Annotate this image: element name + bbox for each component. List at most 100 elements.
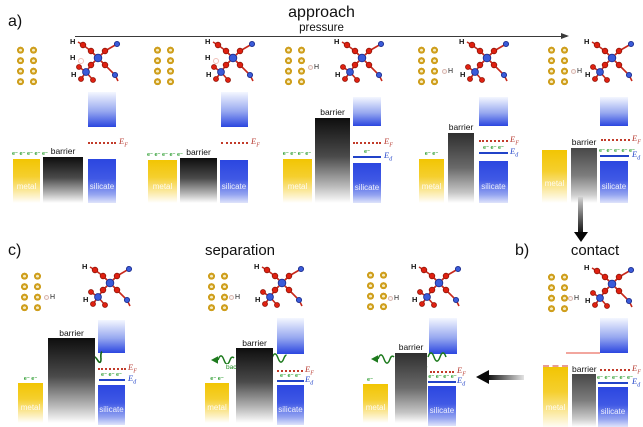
silicate-label: silicate bbox=[600, 406, 626, 416]
fermi-sub: F bbox=[133, 368, 137, 375]
fermi-base: E bbox=[632, 363, 638, 373]
fermi-level-line bbox=[98, 368, 126, 370]
fermi-sub: F bbox=[462, 371, 466, 378]
adsorbed-hydrogen: H bbox=[442, 68, 453, 75]
hydrogen-label: H bbox=[50, 294, 56, 301]
donor-level-line bbox=[428, 381, 456, 383]
hydrogen-label: H bbox=[459, 37, 465, 46]
barrier-label: barrier bbox=[572, 364, 597, 374]
silicate-label: silicate bbox=[278, 404, 303, 414]
conduction-band bbox=[277, 318, 304, 354]
contact-title: contact bbox=[570, 242, 620, 259]
silicate-molecule-icon bbox=[87, 265, 133, 309]
barrier-band bbox=[180, 158, 217, 203]
metal-band: metal bbox=[543, 365, 568, 427]
fermi-base: E bbox=[384, 136, 390, 146]
hydrogen-label: H bbox=[70, 37, 76, 46]
metal-electrons: e⁻ bbox=[367, 377, 373, 383]
barrier-label: barrier bbox=[448, 122, 474, 132]
fermi-level-label: EF bbox=[251, 137, 260, 151]
metal-atoms bbox=[545, 45, 571, 87]
fermi-base: E bbox=[305, 364, 311, 374]
donor-level-label: Ed bbox=[632, 377, 640, 391]
silicate-band: silicate bbox=[598, 387, 628, 427]
hydrogen-label: H bbox=[412, 295, 418, 304]
panel-b-label: b) bbox=[515, 242, 530, 259]
metal-band: metal bbox=[283, 159, 312, 203]
fermi-level-line bbox=[88, 142, 116, 144]
donor-electrons: e⁻ e⁻ e⁻ e⁻ e⁻ bbox=[597, 375, 633, 381]
donor-base: E bbox=[384, 150, 390, 160]
barrier-band bbox=[572, 374, 596, 427]
hydrogen-label: H bbox=[235, 294, 241, 301]
fermi-level-label: EF bbox=[510, 135, 519, 149]
metal-electrons: e⁻ e⁻ e⁻ e⁻ bbox=[282, 151, 312, 157]
silicate-band: silicate bbox=[277, 385, 304, 425]
silicate-label: silicate bbox=[481, 182, 506, 192]
silicate-molecule: H H bbox=[82, 262, 136, 310]
fermi-level-line bbox=[479, 140, 508, 142]
metal-atoms bbox=[205, 271, 231, 313]
silicate-band: silicate bbox=[220, 160, 248, 203]
conduction-band bbox=[429, 318, 457, 354]
donor-base: E bbox=[305, 374, 311, 384]
hydrogen-label: H bbox=[206, 70, 212, 79]
fermi-level-line bbox=[600, 369, 630, 371]
fermi-level-line bbox=[430, 371, 454, 373]
silicate-band: silicate bbox=[479, 161, 508, 203]
fermi-base: E bbox=[510, 134, 516, 144]
metal-electrons: e⁻ e⁻ bbox=[424, 151, 439, 157]
backflow-wave-icon bbox=[271, 353, 287, 363]
donor-electrons: e⁻ e⁻ e⁻ bbox=[280, 373, 301, 379]
left-arrow-icon bbox=[476, 370, 524, 384]
donor-base: E bbox=[457, 375, 463, 385]
barrier-label: barrier bbox=[50, 146, 76, 156]
donor-level-line bbox=[99, 379, 125, 381]
metal-label: metal bbox=[20, 402, 41, 412]
adsorbed-hydrogen: H bbox=[308, 64, 319, 71]
down-arrow-icon bbox=[574, 197, 588, 242]
hydrogen-label: H bbox=[335, 70, 341, 79]
metal-band: metal bbox=[542, 150, 567, 203]
hydrogen-label: H bbox=[83, 295, 89, 304]
silicate-molecule: H H bbox=[459, 37, 513, 85]
silicate-band: silicate bbox=[353, 163, 381, 203]
metal-band: metal bbox=[363, 384, 388, 423]
silicate-label: silicate bbox=[221, 181, 247, 191]
conduction-band bbox=[479, 97, 508, 126]
silicate-molecule-icon bbox=[416, 265, 462, 309]
metal-band: metal bbox=[419, 159, 444, 203]
fermi-base: E bbox=[251, 136, 257, 146]
silicate-label: silicate bbox=[99, 404, 124, 414]
hydrogen-label: H bbox=[70, 53, 76, 62]
fermi-base: E bbox=[128, 362, 134, 372]
adsorbed-hydrogen: H bbox=[571, 68, 582, 75]
metal-atoms bbox=[364, 270, 390, 312]
donor-base: E bbox=[510, 146, 516, 156]
barrier-label: barrier bbox=[59, 328, 84, 338]
fermi-level-label: EF bbox=[384, 137, 393, 151]
hydrogen-label: H bbox=[448, 68, 454, 75]
donor-level-line bbox=[598, 382, 628, 384]
donor-electrons: e⁻ e⁻ e⁻ bbox=[101, 372, 122, 378]
barrier-label: barrier bbox=[398, 342, 424, 352]
barrier-band bbox=[448, 133, 474, 203]
metal-label: metal bbox=[544, 179, 565, 189]
barrier-label: barrier bbox=[186, 147, 211, 157]
conduction-band bbox=[600, 318, 628, 353]
oxygen-dot-icon bbox=[308, 65, 313, 70]
barrier-label: barrier bbox=[320, 107, 345, 117]
donor-sub: d bbox=[515, 152, 519, 159]
fermi-sub: F bbox=[637, 139, 641, 146]
fermi-sub: F bbox=[389, 142, 393, 149]
metal-electrons: e⁻ e⁻ bbox=[210, 376, 224, 382]
metal-electrons: e⁻ e⁻ e⁻ e⁻ e⁻ bbox=[12, 151, 48, 157]
fermi-level-label: EF bbox=[119, 137, 128, 151]
hydrogen-label: H bbox=[577, 68, 583, 75]
donor-level-line bbox=[353, 156, 381, 158]
contact-interface-line bbox=[566, 352, 600, 354]
donor-base: E bbox=[128, 373, 134, 383]
pressure-subtitle: pressure bbox=[299, 22, 344, 34]
silicate-molecule-icon bbox=[464, 40, 510, 84]
